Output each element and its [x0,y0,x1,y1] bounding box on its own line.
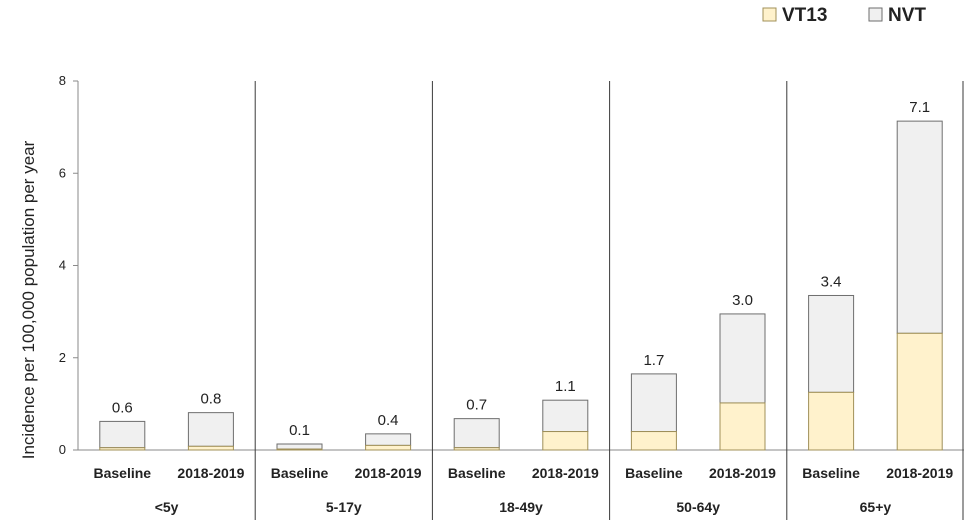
bar-segment-nvt [630,373,677,433]
y-tick-label: 4 [59,258,66,273]
bar-segment-nvt [542,399,589,433]
x-group-label: 65+y [860,499,892,515]
x-category-label: 2018-2019 [532,465,599,481]
bar-total-label: 0.4 [378,412,399,429]
bar-total-label: 7.1 [909,99,930,116]
bar-segment-nvt [187,412,234,447]
bar-total-label: 0.6 [112,399,133,416]
bar-total-label: 3.0 [732,292,753,309]
bar-segment-vt13 [896,332,943,451]
x-category-label: 2018-2019 [355,465,422,481]
bar-segment-nvt [453,418,500,449]
bar-total-label: 0.8 [200,391,221,408]
legend-swatch [868,7,883,22]
x-category-label: 2018-2019 [177,465,244,481]
x-category-label: Baseline [448,465,506,481]
bar-segment-nvt [99,420,146,449]
bar-segment-vt13 [453,447,500,451]
y-tick-label: 8 [59,73,66,88]
x-category-label: 2018-2019 [709,465,776,481]
x-category-label: 2018-2019 [886,465,953,481]
y-tick-label: 0 [59,442,66,457]
x-category-label: Baseline [271,465,329,481]
bar-segment-vt13 [276,448,323,451]
chart-labels: 0.6 Baseline 0.8 2018-2019 <5y 0.1 Baseline 0.4… [94,99,954,515]
bar-segment-vt13 [365,444,412,451]
bar-segment-vt13 [99,447,146,451]
y-tick-label: 2 [59,350,66,365]
x-group-label: 18-49y [499,499,543,515]
chart-legend: VT13 NVT [762,5,926,26]
x-category-label: Baseline [94,465,152,481]
chart-bars [99,120,943,451]
bar-segment-vt13 [719,402,766,451]
bar-total-label: 0.1 [289,422,310,439]
bar-segment-nvt [719,313,766,404]
legend-label: VT13 [782,5,827,26]
y-tick-label: 6 [59,165,66,180]
bar-segment-nvt [808,294,855,393]
bar-total-label: 3.4 [821,273,842,290]
bar-segment-vt13 [187,445,234,451]
x-category-label: Baseline [625,465,683,481]
bar-total-label: 0.7 [466,397,487,414]
x-group-label: 50-64y [676,499,720,515]
bar-segment-vt13 [542,431,589,451]
bar-segment-nvt [276,443,323,450]
x-group-label: 5-17y [326,499,362,515]
bar-segment-vt13 [808,391,855,451]
bar-segment-nvt [365,433,412,446]
legend-swatch [762,7,777,22]
bar-total-label: 1.7 [643,352,664,369]
legend-label: NVT [888,5,926,26]
x-category-label: Baseline [802,465,860,481]
y-axis-label: Incidence per 100,000 population per yea… [19,140,38,459]
bar-total-label: 1.1 [555,378,576,395]
bar-segment-vt13 [630,431,677,451]
bar-segment-nvt [896,120,943,334]
x-group-label: <5y [155,499,179,515]
